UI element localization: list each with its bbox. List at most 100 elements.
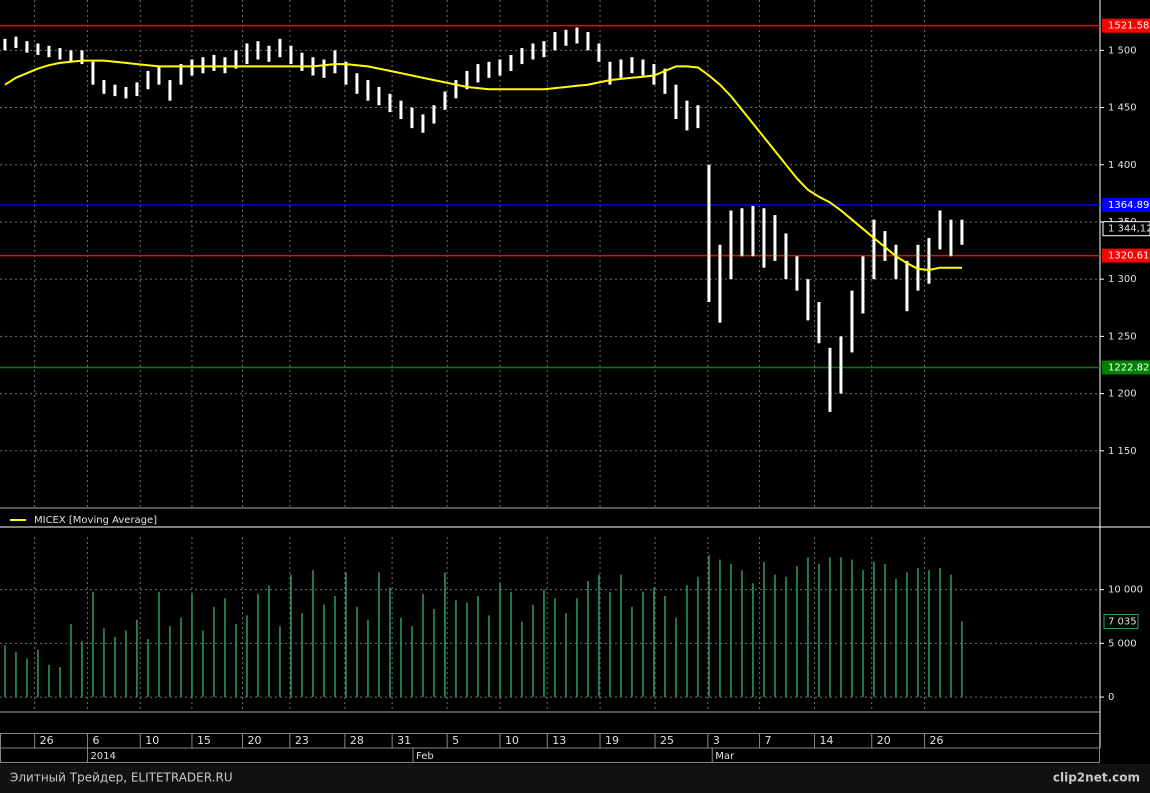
- level-tag: [1102, 248, 1150, 263]
- volume-bar: [499, 583, 501, 698]
- price-bar: [718, 244, 722, 323]
- price-bar: [795, 256, 799, 291]
- volume-bar: [15, 651, 17, 698]
- volume-bar: [191, 593, 193, 698]
- volume-bar: [961, 621, 963, 698]
- price-bar: [289, 45, 293, 65]
- volume-bar: [268, 585, 270, 698]
- price-bar: [872, 219, 876, 280]
- volume-bar: [246, 615, 248, 698]
- volume-bar: [422, 593, 424, 698]
- x-tick-label: 6: [92, 734, 99, 747]
- y-tick-label: 1 400: [1108, 160, 1137, 171]
- price-bar: [102, 80, 106, 94]
- volume-bar: [653, 587, 655, 698]
- volume-bar: [851, 559, 853, 698]
- volume-bar: [400, 617, 402, 698]
- volume-bar: [510, 591, 512, 698]
- price-bar: [245, 43, 249, 65]
- volume-bar: [312, 570, 314, 698]
- legend-label: MICEX [Moving Average]: [34, 515, 157, 526]
- price-bar: [201, 57, 205, 74]
- y-tick-label: 10 000: [1108, 585, 1143, 596]
- volume-bar: [818, 563, 820, 698]
- level-label: 1222.82: [1108, 362, 1149, 373]
- volume-bar: [598, 574, 600, 698]
- last-price-tag: [1102, 221, 1150, 237]
- volume-bar: [301, 613, 303, 698]
- volume-bar: [532, 604, 534, 698]
- level-tag: [1102, 197, 1150, 212]
- x-tick-label: 3: [713, 734, 720, 747]
- price-bar: [762, 208, 766, 268]
- price-bar: [69, 50, 73, 62]
- price-bar: [707, 164, 711, 303]
- price-bar: [674, 84, 678, 119]
- volume-bar: [620, 574, 622, 698]
- volume-bar: [48, 664, 50, 698]
- volume-bar: [884, 563, 886, 698]
- price-bar: [190, 59, 194, 76]
- volume-bar: [554, 598, 556, 698]
- price-bar: [80, 50, 84, 65]
- price-bar: [278, 38, 282, 58]
- price-bar: [652, 64, 656, 85]
- volume-bar: [939, 568, 941, 698]
- volume-bar: [741, 570, 743, 698]
- price-bar: [58, 48, 62, 60]
- price-bar: [740, 208, 744, 257]
- footer-text: Элитный Трейдер, ELITETRADER.RU: [10, 771, 233, 785]
- volume-bar: [873, 561, 875, 698]
- level-label: 1364.89: [1108, 200, 1149, 211]
- price-bar: [388, 93, 392, 113]
- price-bar: [542, 41, 546, 58]
- last-price-label: 1 344,12: [1108, 224, 1150, 235]
- price-bar: [894, 244, 898, 280]
- volume-bar: [576, 598, 578, 698]
- volume-bar: [862, 570, 864, 698]
- volume-bar: [235, 624, 237, 698]
- month-label: Mar: [715, 751, 735, 762]
- y-tick-label: 1 150: [1108, 446, 1137, 457]
- y-tick-label: 1 300: [1108, 274, 1137, 285]
- price-bar: [641, 59, 645, 76]
- volume-bar: [213, 606, 215, 698]
- price-bar: [938, 210, 942, 250]
- price-bar: [212, 54, 216, 71]
- y-tick-label: 1 450: [1108, 103, 1137, 114]
- price-bar: [861, 256, 865, 314]
- volume-bar: [147, 639, 149, 698]
- last-volume-tag: [1103, 613, 1139, 629]
- price-bar: [773, 215, 777, 261]
- price-bar: [355, 73, 359, 94]
- x-tick-label: 19: [605, 734, 619, 747]
- price-bar: [3, 38, 7, 51]
- x-tick-label: 25: [660, 734, 674, 747]
- volume-bar: [587, 581, 589, 698]
- price-bar: [597, 43, 601, 62]
- price-bar: [113, 84, 117, 97]
- x-tick-label: 14: [820, 734, 834, 747]
- price-bar: [663, 68, 667, 94]
- volume-bar: [675, 617, 677, 698]
- price-bar: [234, 50, 238, 69]
- x-tick-label: 28: [350, 734, 364, 747]
- volume-bar: [92, 591, 94, 698]
- price-bar: [630, 57, 634, 74]
- price-bar: [729, 210, 733, 280]
- price-bar: [564, 29, 568, 46]
- price-bar: [267, 45, 271, 62]
- volume-bar: [785, 576, 787, 698]
- price-bar: [828, 347, 832, 412]
- volume-bar: [763, 561, 765, 698]
- volume-bar: [807, 557, 809, 698]
- price-bar: [124, 86, 128, 99]
- volume-bar: [752, 583, 754, 698]
- volume-bar: [323, 604, 325, 698]
- volume-bar: [4, 645, 6, 698]
- x-tick-label: 5: [452, 734, 459, 747]
- volume-bar: [642, 591, 644, 698]
- price-bar: [927, 237, 931, 284]
